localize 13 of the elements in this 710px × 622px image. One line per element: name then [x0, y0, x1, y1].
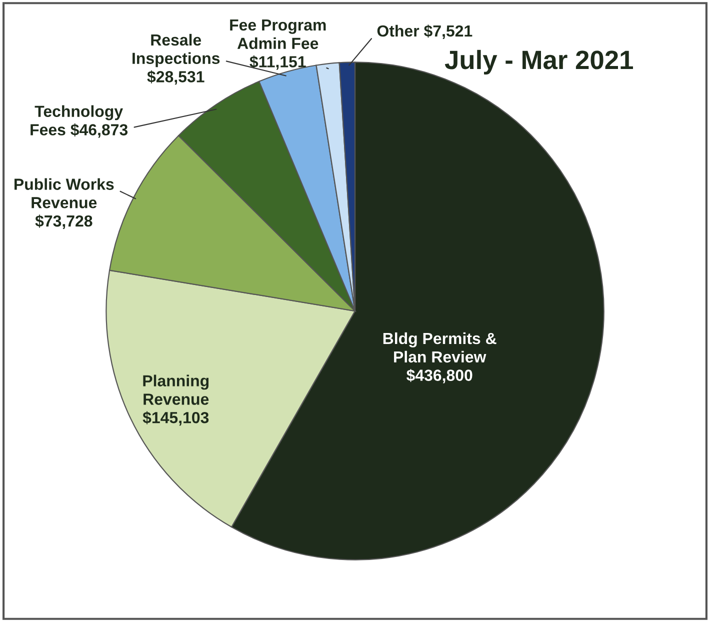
- text: July - Mar 2021: [444, 50, 633, 74]
- slice-label: Technology Fees $46,873: [30, 105, 128, 138]
- slice-label: Public Works Revenue: [14, 178, 114, 208]
- slice-label: Bldg Permits & Plan Review: [383, 332, 496, 363]
- data-label: $11,151: [250, 55, 306, 70]
- data-label: $73,728: [35, 214, 92, 229]
- slice-label: Fee Program Admin Fee: [230, 19, 326, 50]
- slice-label: Other $7,521: [377, 24, 472, 39]
- slice-label: Planning Revenue: [143, 374, 209, 405]
- slice-label: Resale Inspections: [132, 34, 220, 68]
- data-label: $145,103: [142, 411, 209, 426]
- data-label: $28,531: [147, 70, 204, 85]
- data-label: $436,800: [406, 368, 472, 384]
